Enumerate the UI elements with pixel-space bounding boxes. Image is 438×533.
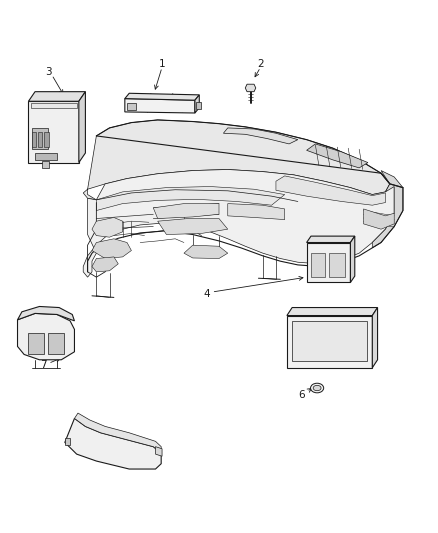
- Polygon shape: [158, 219, 228, 235]
- Polygon shape: [223, 128, 298, 144]
- Polygon shape: [364, 209, 394, 229]
- Polygon shape: [79, 92, 85, 163]
- Polygon shape: [195, 95, 199, 113]
- Polygon shape: [32, 128, 48, 149]
- Polygon shape: [287, 316, 372, 368]
- Polygon shape: [92, 217, 123, 237]
- Polygon shape: [38, 132, 42, 147]
- Polygon shape: [287, 308, 378, 316]
- Text: 3: 3: [45, 67, 52, 77]
- Ellipse shape: [313, 385, 321, 391]
- Polygon shape: [31, 103, 77, 108]
- Polygon shape: [329, 253, 345, 277]
- Polygon shape: [92, 257, 118, 272]
- Polygon shape: [83, 169, 394, 277]
- Polygon shape: [125, 99, 195, 113]
- Polygon shape: [127, 103, 136, 110]
- Text: 2: 2: [257, 59, 264, 69]
- Text: 8: 8: [98, 439, 105, 448]
- Polygon shape: [28, 333, 44, 354]
- Text: 5: 5: [298, 343, 305, 352]
- Polygon shape: [74, 413, 161, 453]
- Polygon shape: [245, 84, 256, 92]
- Text: 1: 1: [159, 59, 166, 69]
- Polygon shape: [83, 120, 390, 200]
- Polygon shape: [372, 171, 403, 248]
- Polygon shape: [307, 236, 355, 243]
- Polygon shape: [372, 308, 378, 368]
- Text: 4: 4: [203, 289, 210, 299]
- Polygon shape: [32, 132, 36, 147]
- Polygon shape: [65, 438, 70, 445]
- Polygon shape: [28, 92, 85, 101]
- Polygon shape: [65, 418, 161, 469]
- Polygon shape: [44, 132, 49, 147]
- Polygon shape: [92, 239, 131, 259]
- Polygon shape: [48, 333, 64, 354]
- Polygon shape: [125, 93, 199, 100]
- Polygon shape: [276, 176, 385, 205]
- Polygon shape: [307, 243, 350, 282]
- Text: 6: 6: [298, 391, 305, 400]
- Ellipse shape: [311, 383, 324, 393]
- Polygon shape: [18, 313, 74, 360]
- Text: 7: 7: [39, 360, 46, 370]
- Polygon shape: [307, 144, 368, 168]
- Polygon shape: [311, 253, 325, 277]
- Polygon shape: [42, 161, 49, 168]
- Polygon shape: [292, 321, 367, 361]
- Polygon shape: [96, 187, 285, 211]
- Polygon shape: [350, 236, 355, 282]
- Polygon shape: [184, 245, 228, 259]
- Polygon shape: [196, 102, 201, 109]
- Polygon shape: [18, 306, 74, 321]
- Polygon shape: [155, 447, 162, 456]
- Polygon shape: [228, 204, 285, 220]
- Polygon shape: [28, 101, 79, 163]
- Polygon shape: [35, 153, 57, 160]
- Polygon shape: [153, 204, 219, 219]
